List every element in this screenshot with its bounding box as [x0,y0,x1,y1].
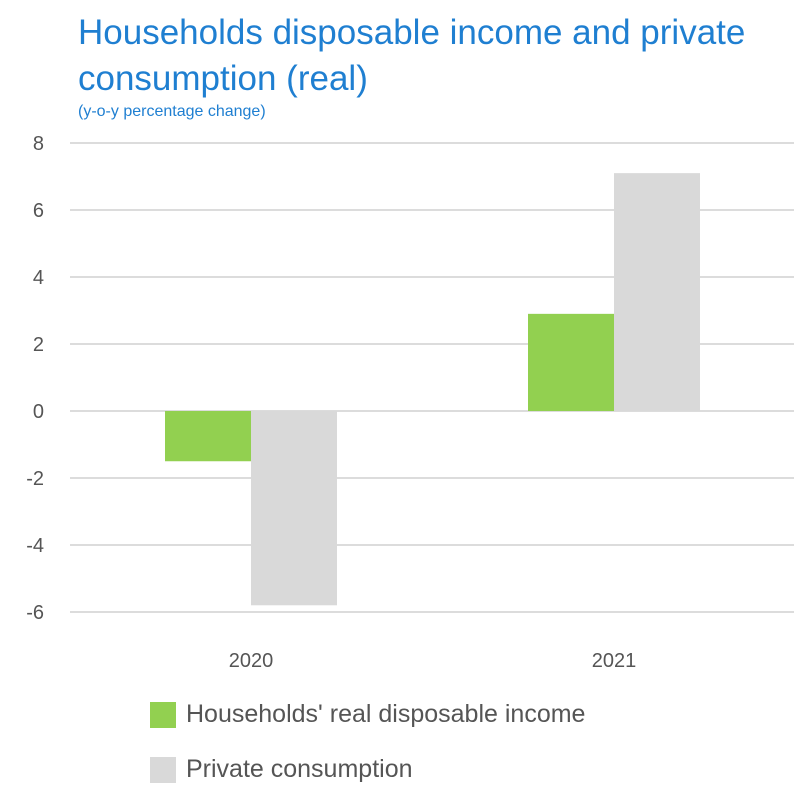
bar-2021-series-0 [528,313,614,411]
y-tick-label: -2 [26,468,44,490]
x-tick-label: 2021 [592,650,637,672]
x-tick-label: 2020 [229,650,274,672]
bar-2021-series-1 [614,173,700,411]
y-tick-label: 8 [33,133,44,155]
chart-subtitle: (y-o-y percentage change) [78,103,266,120]
chart-title: Households disposable income and private… [78,13,746,98]
legend-item-consumption: Private consumption [150,755,413,784]
legend-swatch-consumption [150,756,176,783]
legend-label-income: Households' real disposable income [186,700,586,728]
y-tick-label: -4 [26,535,44,557]
bar-2020-series-0 [165,411,251,462]
y-tick-label: 4 [33,267,44,289]
y-tick-label: 0 [33,401,44,423]
y-tick-label: 2 [33,334,44,356]
bar-chart: 8 6 4 2 0 -2 -4 -6 2020 2021 [26,133,794,672]
legend-swatch-income [150,701,176,728]
legend-label-consumption: Private consumption [186,755,413,783]
y-tick-label: -6 [26,602,44,624]
bar-2020-series-1 [251,411,337,606]
legend-item-income: Households' real disposable income [150,700,585,729]
y-tick-label: 6 [33,200,44,222]
